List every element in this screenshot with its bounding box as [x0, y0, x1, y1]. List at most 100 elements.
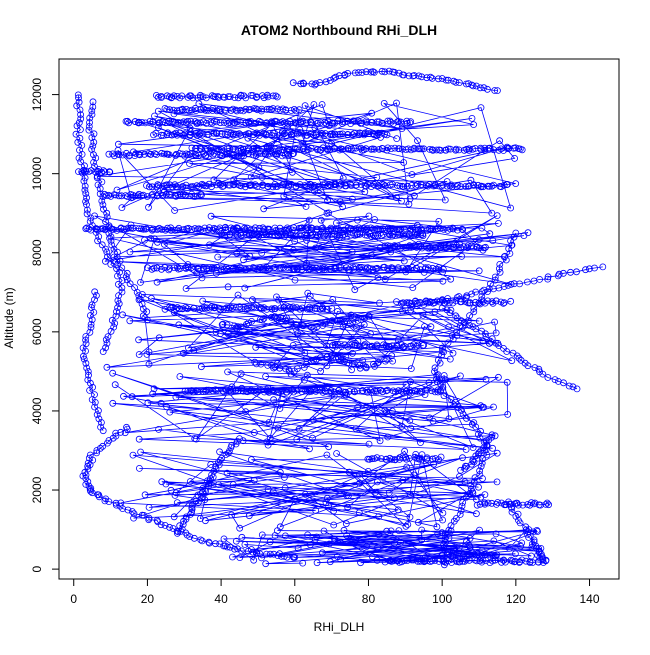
data-point: [455, 146, 463, 154]
data-point: [329, 296, 337, 303]
data-point: [290, 246, 297, 254]
data-point: [289, 303, 297, 311]
data-point: [95, 493, 103, 501]
data-point: [471, 474, 479, 482]
data-point: [413, 387, 421, 395]
data-point: [92, 154, 100, 162]
data-point: [393, 135, 401, 143]
data-point: [368, 553, 376, 560]
data-series: [72, 67, 607, 569]
data-point: [120, 225, 128, 233]
data-point: [280, 473, 288, 481]
data-point: [354, 403, 362, 411]
data-point: [319, 227, 327, 235]
data-point: [91, 403, 98, 411]
data-point: [77, 115, 85, 123]
data-point: [508, 508, 516, 516]
data-point: [280, 192, 288, 200]
data-point: [444, 145, 452, 153]
data-point: [389, 180, 396, 188]
data-point: [459, 226, 467, 234]
data-point: [180, 349, 187, 357]
data-point: [306, 445, 313, 453]
data-point: [259, 265, 267, 272]
data-point: [288, 168, 296, 176]
data-point: [332, 219, 340, 227]
data-point: [493, 87, 501, 94]
data-point: [291, 237, 299, 245]
data-point: [492, 556, 499, 564]
data-point: [462, 183, 469, 190]
data-point: [492, 530, 500, 538]
data-point: [491, 318, 499, 326]
data-point: [402, 522, 410, 530]
chart-title: ATOM2 Northbound RHi_DLH: [241, 22, 437, 38]
data-point: [423, 386, 431, 394]
data-point: [87, 379, 94, 387]
data-point: [212, 269, 220, 277]
data-point: [126, 317, 134, 325]
data-point: [171, 491, 179, 499]
data-point: [361, 188, 369, 196]
data-point: [160, 186, 168, 193]
data-point: [382, 387, 390, 395]
data-point: [82, 471, 90, 479]
data-point: [424, 226, 431, 234]
data-point: [406, 491, 414, 498]
data-point: [367, 386, 374, 394]
data-point: [103, 213, 111, 221]
data-point: [105, 498, 113, 506]
data-point: [260, 315, 268, 322]
data-point: [223, 469, 231, 477]
data-point: [137, 448, 145, 456]
data-point: [83, 210, 91, 218]
data-point: [339, 130, 346, 138]
data-point: [519, 501, 527, 509]
data-point: [192, 107, 200, 114]
scatter-band-5-line: [222, 529, 541, 566]
data-point: [415, 72, 423, 80]
data-point: [148, 226, 156, 234]
data-point: [374, 387, 381, 395]
data-point: [270, 396, 278, 404]
data-point: [535, 501, 543, 509]
data-point: [101, 190, 108, 198]
data-point: [179, 105, 186, 113]
data-point: [453, 332, 461, 339]
data-point: [439, 509, 447, 517]
data-point: [387, 145, 395, 153]
data-point: [195, 100, 203, 108]
data-point: [111, 381, 119, 389]
data-point: [391, 540, 398, 547]
data-point: [108, 241, 116, 249]
data-point: [365, 312, 373, 320]
data-point: [186, 533, 194, 540]
data-point: [348, 248, 356, 256]
data-point: [86, 119, 93, 126]
data-point: [215, 179, 223, 187]
data-point: [486, 280, 494, 288]
data-point: [512, 550, 519, 558]
data-point: [452, 78, 460, 86]
data-point: [186, 160, 193, 167]
data-point: [279, 128, 286, 135]
scatter-band-0-line: [97, 102, 516, 214]
data-point: [386, 181, 394, 189]
data-point: [184, 344, 192, 352]
data-point: [381, 275, 389, 283]
data-point: [72, 130, 80, 138]
data-point: [124, 117, 131, 125]
data-point: [179, 521, 187, 528]
data-point: [506, 250, 514, 257]
data-point: [233, 249, 241, 257]
data-point: [229, 553, 236, 561]
data-point: [102, 344, 109, 352]
data-point: [222, 386, 229, 393]
data-point: [447, 275, 455, 283]
data-point: [475, 236, 483, 244]
data-point: [117, 499, 125, 507]
data-point: [399, 307, 406, 315]
data-point: [469, 323, 477, 331]
data-point: [113, 308, 120, 316]
data-point: [208, 183, 215, 191]
